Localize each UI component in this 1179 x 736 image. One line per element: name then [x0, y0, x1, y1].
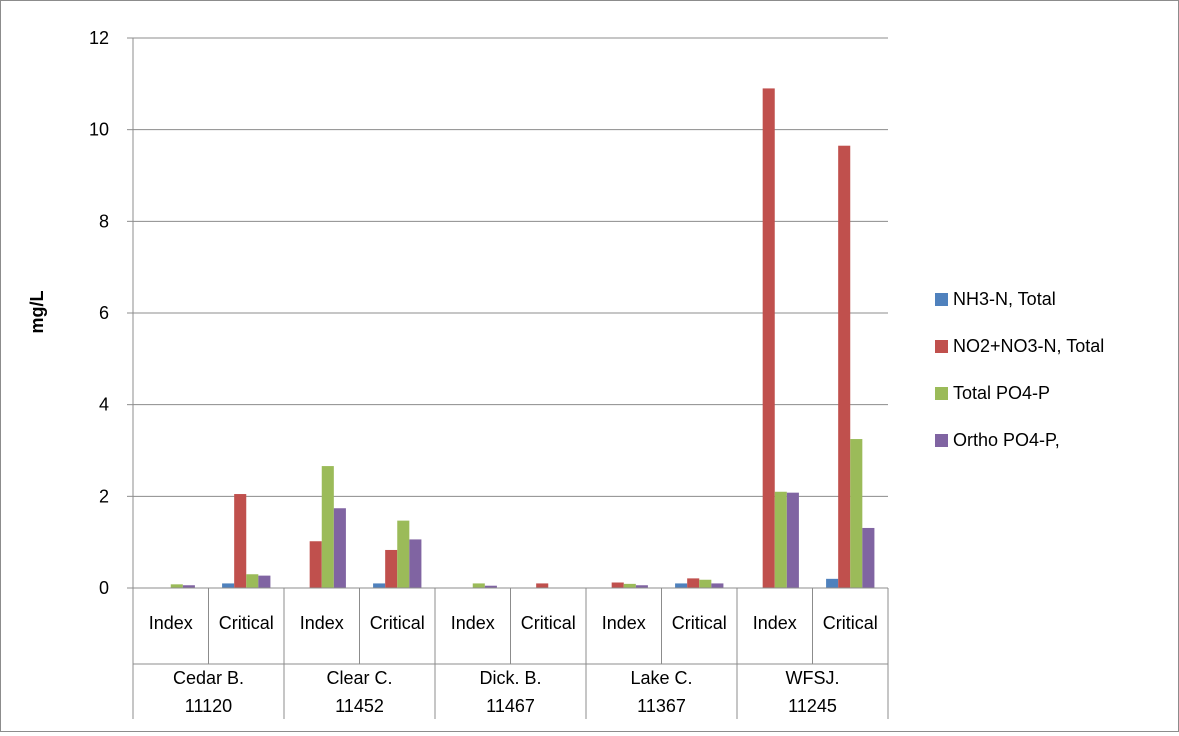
bar-1-2 [222, 583, 235, 588]
bar-3-3 [321, 466, 334, 588]
bar-4-3 [333, 508, 346, 588]
bar-2-10 [838, 145, 851, 589]
legend-label: Ortho PO4-P, [953, 430, 1060, 450]
bar-4-7 [635, 585, 648, 588]
legend-label: NH3-N, Total [953, 289, 1056, 309]
bar-4-2 [258, 575, 271, 588]
bar-4-1 [182, 585, 195, 588]
y-tick-label: 6 [99, 303, 109, 323]
x-category-label: Index [300, 613, 344, 633]
legend-label: Total PO4-P [953, 383, 1050, 403]
group-label-name: Clear C. [326, 668, 392, 688]
bar-3-8 [699, 579, 712, 588]
y-tick-label: 4 [99, 395, 109, 415]
bar-1-4 [373, 583, 386, 588]
legend-label: NO2+NO3-N, Total [953, 336, 1104, 356]
group-label-code: 11120 [185, 696, 232, 716]
legend-swatch [935, 434, 948, 447]
bar-3-2 [246, 574, 259, 588]
group-label-name: Cedar B. [173, 668, 244, 688]
x-category-label: Index [149, 613, 193, 633]
gridlines [133, 37, 888, 497]
bar-2-2 [234, 494, 247, 588]
bar-4-9 [786, 492, 799, 588]
bar-2-7 [611, 582, 624, 588]
y-tick-label: 2 [99, 486, 109, 506]
legend: NH3-N, Total NO2+NO3-N, Total Total PO4-P O… [935, 289, 1104, 450]
bar-4-4 [409, 539, 422, 588]
x-category-labels: Index Critical Index Critical Index Critical I… [132, 588, 889, 719]
bar-1-8 [675, 583, 688, 588]
y-tick-label: 10 [89, 120, 109, 140]
bar-2-4 [385, 549, 398, 588]
y-tick-labels: 0 2 4 6 8 10 12 [89, 28, 109, 598]
y-tick-label: 12 [89, 28, 109, 48]
x-category-label: Critical [672, 613, 727, 633]
bar-2-8 [687, 578, 700, 588]
y-tick-label: 8 [99, 211, 109, 231]
group-label-name: WFSJ. [786, 668, 840, 688]
legend-swatch [935, 387, 948, 400]
x-category-label: Critical [823, 613, 878, 633]
y-tick-label: 0 [99, 578, 109, 598]
group-label-name: Dick. B. [479, 668, 541, 688]
bars [170, 88, 875, 589]
bar-1-10 [826, 578, 839, 588]
x-category-label: Critical [370, 613, 425, 633]
group-label-code: 11245 [788, 696, 837, 716]
bar-3-10 [850, 439, 863, 588]
legend-swatch [935, 293, 948, 306]
group-label-code: 11467 [486, 696, 535, 716]
group-label-code: 11452 [335, 696, 384, 716]
x-category-label: Index [451, 613, 495, 633]
bar-2-9 [762, 88, 775, 589]
bar-2-3 [309, 541, 322, 588]
group-label-code: 11367 [637, 696, 686, 716]
x-category-label: Index [753, 613, 797, 633]
bar-3-5 [472, 583, 485, 588]
bar-3-9 [774, 491, 787, 588]
legend-swatch [935, 340, 948, 353]
bar-3-4 [397, 520, 410, 588]
bar-4-10 [862, 527, 875, 588]
group-label-name: Lake C. [630, 668, 692, 688]
x-category-label: Critical [219, 613, 274, 633]
bar-3-7 [623, 583, 636, 588]
x-category-label: Critical [521, 613, 576, 633]
bar-3-1 [170, 584, 183, 588]
bar-4-5 [484, 585, 497, 588]
y-axis-label: mg/L [27, 290, 47, 333]
x-category-label: Index [602, 613, 646, 633]
bar-2-6 [536, 583, 549, 588]
bar-4-8 [711, 583, 724, 588]
